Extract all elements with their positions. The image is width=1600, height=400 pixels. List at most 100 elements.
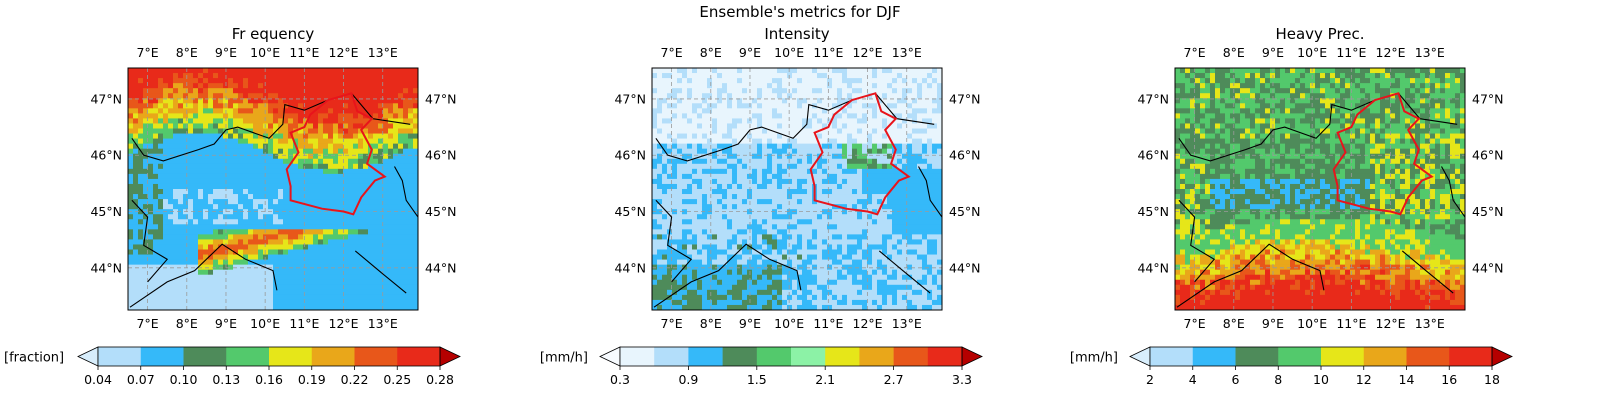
field-cell xyxy=(263,259,269,266)
field-cell xyxy=(128,163,134,170)
field-cell xyxy=(188,133,194,140)
field-cell xyxy=(363,163,369,170)
field-cell xyxy=(288,249,294,256)
field-cell xyxy=(308,123,314,130)
field-cell xyxy=(687,78,693,84)
field-cell xyxy=(762,93,768,99)
field-cell xyxy=(323,254,329,261)
field-cell xyxy=(178,138,184,145)
field-cell xyxy=(268,113,274,120)
field-cell xyxy=(792,98,798,104)
field-cell xyxy=(163,284,169,291)
field-cell xyxy=(837,78,843,84)
field-cell xyxy=(273,113,279,120)
field-cell xyxy=(822,78,828,84)
field-cell xyxy=(797,214,803,220)
field-cell xyxy=(268,254,274,261)
field-cell xyxy=(822,274,828,281)
field-cell xyxy=(747,118,753,125)
field-cell xyxy=(228,118,234,125)
field-cell xyxy=(278,234,284,241)
field-cell xyxy=(697,73,703,79)
field-cell xyxy=(742,229,748,235)
field-cell xyxy=(343,98,349,104)
field-cell xyxy=(702,88,708,94)
field-cell xyxy=(348,299,354,306)
field-cell xyxy=(218,138,224,145)
field-cell xyxy=(847,138,853,145)
field-cell xyxy=(183,83,189,89)
field-cell xyxy=(353,224,359,230)
field-cell xyxy=(278,173,284,180)
field-cell xyxy=(667,274,673,281)
field-cell xyxy=(233,299,239,306)
field-cell xyxy=(208,123,214,130)
field-cell xyxy=(752,199,758,205)
field-cell xyxy=(233,304,239,310)
field-cell xyxy=(677,68,683,74)
field-cell xyxy=(263,98,269,104)
field-cell xyxy=(672,224,678,230)
field-cell xyxy=(687,209,693,215)
field-cell xyxy=(388,249,394,256)
field-cell xyxy=(712,88,718,94)
field-cell xyxy=(353,239,359,246)
field-cell xyxy=(243,163,249,170)
field-cell xyxy=(692,269,698,276)
field-cell xyxy=(198,163,204,170)
field-cell xyxy=(862,158,868,165)
field-cell xyxy=(662,93,668,99)
field-cell xyxy=(792,128,798,135)
field-cell xyxy=(722,173,728,180)
field-cell xyxy=(737,299,743,306)
field-cell xyxy=(203,83,209,89)
field-cell xyxy=(188,244,194,251)
field-cell xyxy=(822,83,828,89)
field-cell xyxy=(862,234,868,241)
field-cell xyxy=(228,138,234,145)
field-cell xyxy=(248,209,254,215)
field-cell xyxy=(318,123,324,130)
field-cell xyxy=(847,304,853,310)
field-cell xyxy=(712,163,718,170)
field-cell xyxy=(368,289,374,296)
field-cell xyxy=(313,98,319,104)
field-cell xyxy=(403,153,409,160)
field-cell xyxy=(807,219,813,225)
field-cell xyxy=(672,153,678,160)
field-cell xyxy=(852,194,858,200)
field-cell xyxy=(348,98,354,104)
field-cell xyxy=(218,279,224,286)
field-cell xyxy=(308,133,314,140)
field-cell xyxy=(158,304,164,310)
field-cell xyxy=(682,158,688,165)
field-cell xyxy=(787,113,793,120)
field-cell xyxy=(303,194,309,200)
field-cell xyxy=(817,173,823,180)
field-cell xyxy=(158,229,164,235)
field-cell xyxy=(697,234,703,241)
field-cell xyxy=(393,173,399,180)
field-cell xyxy=(398,168,404,175)
field-cell xyxy=(178,209,184,215)
field-cell xyxy=(368,78,374,84)
field-cell xyxy=(707,153,713,160)
field-cell xyxy=(747,244,753,251)
field-cell xyxy=(867,113,873,120)
field-cell xyxy=(213,83,219,89)
field-cell xyxy=(343,78,349,84)
field-cell xyxy=(747,239,753,246)
field-cell xyxy=(148,83,154,89)
field-cell xyxy=(258,143,264,150)
field-cell xyxy=(208,68,214,74)
field-cell xyxy=(128,78,134,84)
field-cell xyxy=(223,259,229,266)
field-cell xyxy=(138,249,144,256)
field-cell xyxy=(263,88,269,94)
field-cell xyxy=(792,108,798,114)
field-cell xyxy=(692,229,698,235)
field-cell xyxy=(398,73,404,79)
field-cell xyxy=(732,249,738,256)
colorbar-tick-label: 0.07 xyxy=(127,372,155,387)
field-cell xyxy=(148,229,154,235)
